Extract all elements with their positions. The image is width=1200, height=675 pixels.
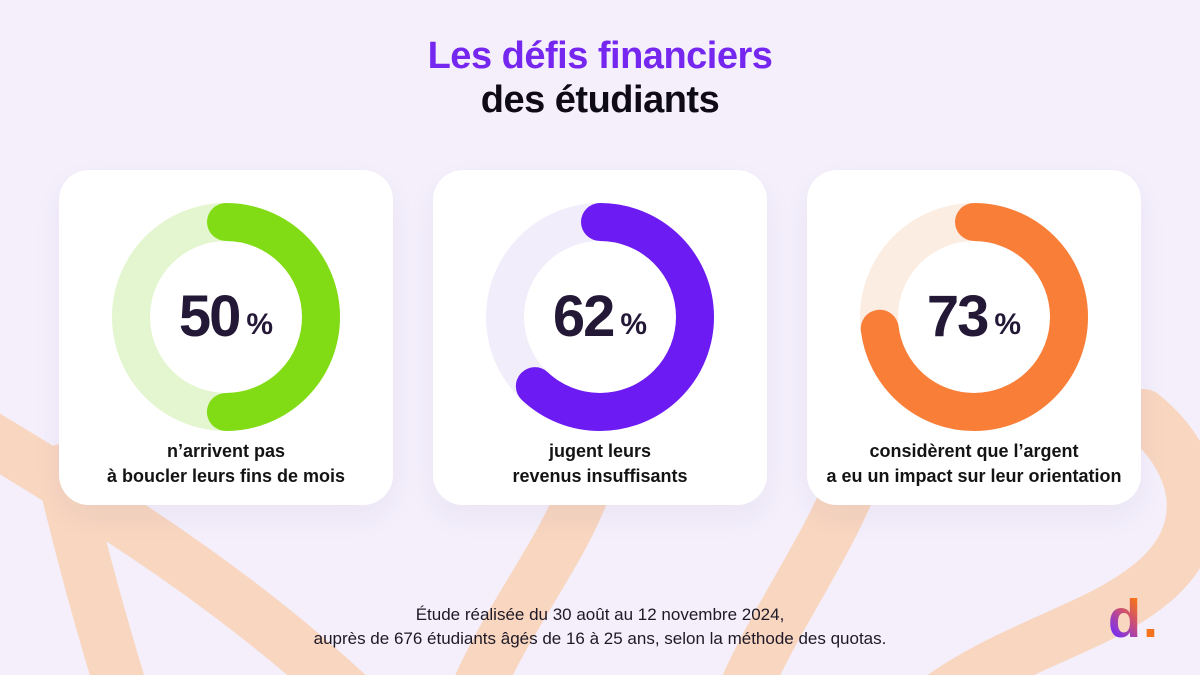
donut-center-label: 62 %: [486, 203, 714, 431]
donut-svg: [486, 203, 714, 431]
study-note-line-2: auprès de 676 étudiants âgés de 16 à 25 …: [313, 629, 887, 648]
percent-sign: %: [246, 308, 274, 341]
donut-chart-50: 50 %: [112, 203, 340, 431]
stat-card-fins-de-mois: 50 % n’arrivent pas à boucler leurs fins…: [59, 170, 393, 505]
donut-chart-62: 62 %: [486, 203, 714, 431]
donut-chart-73: 73 %: [860, 203, 1088, 431]
caption-line-1: considèrent que l’argent: [869, 441, 1079, 461]
decor-curve-diagonal-left: [0, 413, 366, 675]
logo-dot: .: [1142, 589, 1158, 649]
decor-curve-left-vertical: [36, 444, 144, 675]
card-caption: n’arrivent pas à boucler leurs fins de m…: [107, 439, 345, 489]
caption-line-2: revenus insuffisants: [512, 466, 688, 486]
percent-value: 62: [552, 284, 615, 349]
caption-line-2: à boucler leurs fins de mois: [106, 466, 346, 486]
caption-line-1: n’arrivent pas: [166, 441, 286, 461]
header: Les défis financiers des étudiants: [0, 34, 1200, 122]
page-title-dark: des étudiants: [480, 79, 720, 121]
donut-svg: [860, 203, 1088, 431]
percent-sign: %: [620, 308, 648, 341]
card-caption: jugent leurs revenus insuffisants: [512, 439, 687, 489]
study-note-line-1: Étude réalisée du 30 août au 12 novembre…: [415, 605, 785, 624]
donut-center-label: 50 %: [112, 203, 340, 431]
donut-svg: [112, 203, 340, 431]
percent-sign: %: [994, 308, 1022, 341]
diplomeo-logo: d .: [1108, 592, 1158, 646]
stat-card-orientation: 73 % considèrent que l’argent a eu un im…: [807, 170, 1141, 505]
percent-value: 50: [178, 284, 241, 349]
decor-curve-right-hook: [927, 389, 1200, 675]
percent-value: 73: [926, 284, 989, 349]
caption-line-2: a eu un impact sur leur orientation: [826, 466, 1122, 486]
stat-card-revenus: 62 % jugent leurs revenus insuffisants: [433, 170, 767, 505]
logo-letter-d: d: [1107, 589, 1141, 649]
stat-cards-row: 50 % n’arrivent pas à boucler leurs fins…: [0, 170, 1200, 505]
caption-line-1: jugent leurs: [548, 441, 651, 461]
donut-center-label: 73 %: [860, 203, 1088, 431]
card-caption: considèrent que l’argent a eu un impact …: [826, 439, 1121, 489]
study-note: Étude réalisée du 30 août au 12 novembre…: [0, 603, 1200, 651]
page-title-accent: Les défis financiers: [427, 35, 773, 77]
